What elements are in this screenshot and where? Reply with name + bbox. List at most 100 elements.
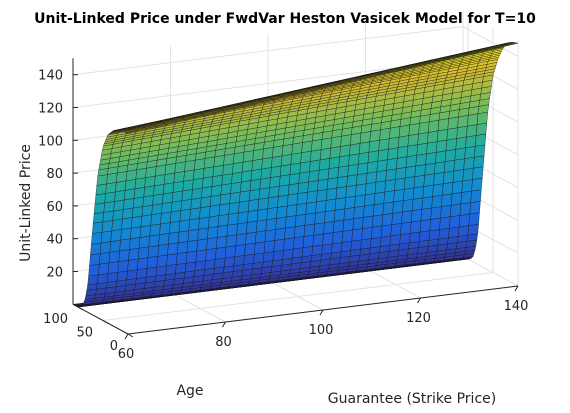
surface-patch: [128, 247, 140, 261]
surface-patch: [286, 204, 298, 218]
surface-patch: [277, 194, 289, 208]
surface-patch: [346, 174, 358, 187]
surface-patch: [349, 143, 361, 156]
surface-patch: [146, 256, 158, 269]
surface-patch: [401, 210, 413, 224]
surface-patch: [396, 156, 408, 170]
surface-patch: [239, 190, 251, 203]
surface-patch: [410, 220, 422, 234]
surface-patch: [469, 200, 481, 215]
surface-patch: [388, 136, 400, 150]
surface-patch: [119, 238, 131, 252]
surface-patch: [350, 239, 362, 251]
surface-patch: [146, 266, 157, 278]
surface-patch: [151, 203, 163, 215]
surface-patch: [207, 226, 219, 240]
surface-patch: [421, 196, 433, 210]
surface-patch: [133, 187, 145, 199]
surface-patch: [343, 207, 355, 221]
x-tick-mark: [319, 309, 324, 316]
surface-patch: [366, 160, 378, 174]
surface-patch: [173, 171, 185, 183]
surface-patch: [194, 158, 206, 171]
surface-patch: [158, 233, 170, 246]
surface-patch: [102, 210, 114, 223]
surface-patch: [189, 207, 201, 220]
surface-patch: [269, 175, 281, 188]
surface-patch: [265, 218, 277, 231]
surface-patch: [389, 234, 401, 246]
surface-patch: [178, 230, 189, 244]
surface-patch: [462, 167, 474, 182]
surface-patch: [252, 148, 264, 161]
surface-patch: [258, 187, 270, 200]
surface-patch: [291, 142, 303, 155]
surface-patch: [467, 113, 479, 127]
surface-patch: [309, 159, 321, 172]
surface-patch: [442, 182, 454, 196]
surface-patch: [222, 163, 234, 176]
surface-patch: [126, 269, 138, 281]
surface-patch: [441, 193, 453, 207]
surface-patch: [236, 222, 248, 235]
surface-patch: [118, 249, 130, 262]
surface-patch: [431, 194, 443, 209]
surface-patch: [474, 144, 486, 158]
tick-labels: 20 40 60 80 100 120 140 60 80 100 120 140 0 50 100: [38, 69, 528, 362]
surface-patch: [341, 229, 353, 243]
surface-patch: [294, 225, 306, 239]
surface-patch: [179, 208, 191, 222]
surface-patch: [373, 191, 385, 205]
surface-patch: [412, 197, 423, 211]
surface-patch: [385, 168, 397, 182]
surface-patch: [272, 249, 284, 261]
surface-patch: [121, 217, 133, 230]
surface-patch: [139, 225, 151, 238]
surface-patch: [155, 265, 167, 277]
surface-patch: [361, 226, 373, 241]
surface-patch: [437, 128, 448, 142]
surface-patch: [370, 236, 382, 249]
x-tick-label: 140: [504, 299, 529, 314]
surface-patch: [282, 248, 294, 260]
surface-patch: [120, 227, 132, 241]
surface-patch: [167, 242, 179, 256]
surface-patch: [228, 201, 240, 215]
surface-patch: [175, 262, 187, 274]
surface-patch: [456, 125, 468, 139]
surface-patch: [204, 259, 216, 270]
surface-patch: [372, 214, 384, 228]
surface-patch: [125, 169, 137, 182]
surface-patch: [109, 239, 121, 253]
surface-patch: [290, 152, 302, 165]
surface-patch: [279, 174, 291, 187]
surface-patch: [242, 150, 254, 163]
surface-patch: [380, 224, 392, 238]
surface-patch: [185, 261, 196, 273]
surface-patch: [342, 218, 354, 232]
surface-patch: [260, 167, 272, 180]
surface-patch: [225, 234, 237, 248]
surface-patch: [433, 172, 445, 186]
surface-patch: [200, 196, 212, 208]
surface-patch: [319, 158, 331, 171]
surface-patch: [250, 168, 262, 181]
surface-patch: [450, 203, 462, 217]
surface-patch: [390, 223, 402, 237]
surface-patch: [351, 228, 363, 242]
surface-patch: [436, 139, 448, 153]
surface-patch: [104, 191, 116, 204]
surface-patch: [304, 212, 316, 226]
surface-patch: [203, 166, 214, 179]
surface-patch: [424, 162, 436, 176]
surface-patch: [359, 141, 370, 154]
surface-patch: [315, 200, 327, 214]
surface-patch: [375, 170, 387, 183]
surface-patch: [98, 262, 110, 276]
surface-patch: [188, 218, 200, 231]
surface-patch: [470, 189, 482, 203]
surface-patch: [302, 234, 314, 248]
x-tick-mark: [222, 321, 226, 328]
surface-patch: [187, 228, 199, 242]
